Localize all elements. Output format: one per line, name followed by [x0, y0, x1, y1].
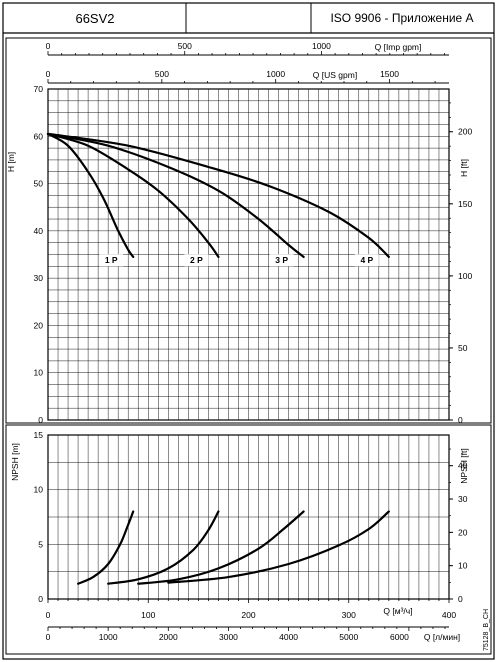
lmin-tick-label: 0	[46, 632, 51, 642]
head-ytick-label: 0	[38, 415, 43, 425]
npsh-panel-frame	[5, 424, 492, 655]
npsh-xtick-label: 400	[442, 610, 456, 620]
curve-label-3p: 3 P	[275, 255, 288, 265]
npsh-yright-tick-label: 20	[458, 527, 468, 537]
us-tick-label: 1000	[266, 69, 285, 79]
standard-label: ISO 9906 - Приложение А	[330, 11, 473, 25]
curve-label-1p: 1 P	[105, 255, 118, 265]
curve-label-bg	[269, 254, 294, 267]
head-ytick-label: 30	[34, 273, 44, 283]
head-ytick-label: 70	[34, 84, 44, 94]
curve-label-bg	[184, 254, 209, 267]
imp-tick-label: 0	[46, 41, 51, 51]
lmin-tick-label: 3000	[219, 632, 238, 642]
head-ylabel-left: H [m]	[6, 152, 16, 172]
npsh-yright-tick-label: 30	[458, 494, 468, 504]
npsh-curve-4	[167, 510, 390, 584]
head-ylabel-right: H [ft]	[459, 159, 469, 177]
us-tick-label: 0	[46, 69, 51, 79]
head-ytick-label: 10	[34, 368, 44, 378]
top-axis-imp-label: Q [Imp gpm]	[375, 42, 422, 52]
npsh-xtick-label: 0	[46, 610, 51, 620]
head-curve-2p	[46, 132, 220, 258]
npsh-ytick-label: 10	[34, 485, 44, 495]
head-plot-border	[47, 88, 450, 421]
npsh-xtick-label: 200	[241, 610, 255, 620]
imp-tick-label: 500	[178, 41, 192, 51]
head-yright-tick-label: 150	[458, 199, 472, 209]
npsh-curve-2	[107, 510, 220, 585]
npsh-xlabel2: Q [л/мин]	[424, 632, 460, 642]
top-axis-us-label: Q [US gpm]	[313, 70, 357, 80]
us-tick-label: 1500	[380, 69, 399, 79]
us-tick-label: 500	[155, 69, 169, 79]
head-ytick-label: 50	[34, 179, 44, 189]
head-yright-tick-label: 100	[458, 271, 472, 281]
npsh-ylabel-right: NPSH [ft]	[459, 448, 469, 483]
npsh-xtick-label: 100	[141, 610, 155, 620]
head-ytick-label: 20	[34, 320, 44, 330]
lmin-tick-label: 1000	[99, 632, 118, 642]
npsh-yright-tick-label: 10	[458, 561, 468, 571]
head-curve-4p	[46, 132, 390, 258]
npsh-yright-tick-label: 40	[458, 461, 468, 471]
head-panel-frame	[5, 37, 492, 424]
npsh-ytick-label: 15	[34, 430, 44, 440]
npsh-xtick-label: 300	[342, 610, 356, 620]
npsh-curve-3	[137, 510, 305, 585]
head-ytick-label: 60	[34, 131, 44, 141]
curve-label-bg	[99, 254, 124, 267]
lmin-tick-label: 5000	[339, 632, 358, 642]
npsh-xlabel: Q [м³/ч]	[383, 606, 412, 616]
lmin-tick-label: 6000	[390, 632, 409, 642]
lmin-tick-label: 4000	[279, 632, 298, 642]
head-yright-tick-label: 0	[458, 415, 463, 425]
imp-tick-label: 1000	[312, 41, 331, 51]
npsh-curve-1	[77, 510, 135, 585]
head-curve-1p	[46, 132, 135, 258]
model-label: 66SV2	[75, 11, 114, 26]
curve-label-bg	[354, 254, 379, 267]
head-yright-tick-label: 200	[458, 127, 472, 137]
npsh-ylabel-left: NPSH [m]	[10, 443, 20, 481]
npsh-ytick-label: 5	[38, 539, 43, 549]
corner-code: 75128_B_CH	[483, 609, 490, 651]
lmin-tick-label: 2000	[159, 632, 178, 642]
head-ytick-label: 40	[34, 226, 44, 236]
npsh-yright-tick-label: 0	[458, 594, 463, 604]
curve-label-2p: 2 P	[190, 255, 203, 265]
curve-label-4p: 4 P	[360, 255, 373, 265]
head-curve-3p	[46, 132, 305, 258]
npsh-ytick-label: 0	[38, 594, 43, 604]
head-yright-tick-label: 50	[458, 343, 468, 353]
